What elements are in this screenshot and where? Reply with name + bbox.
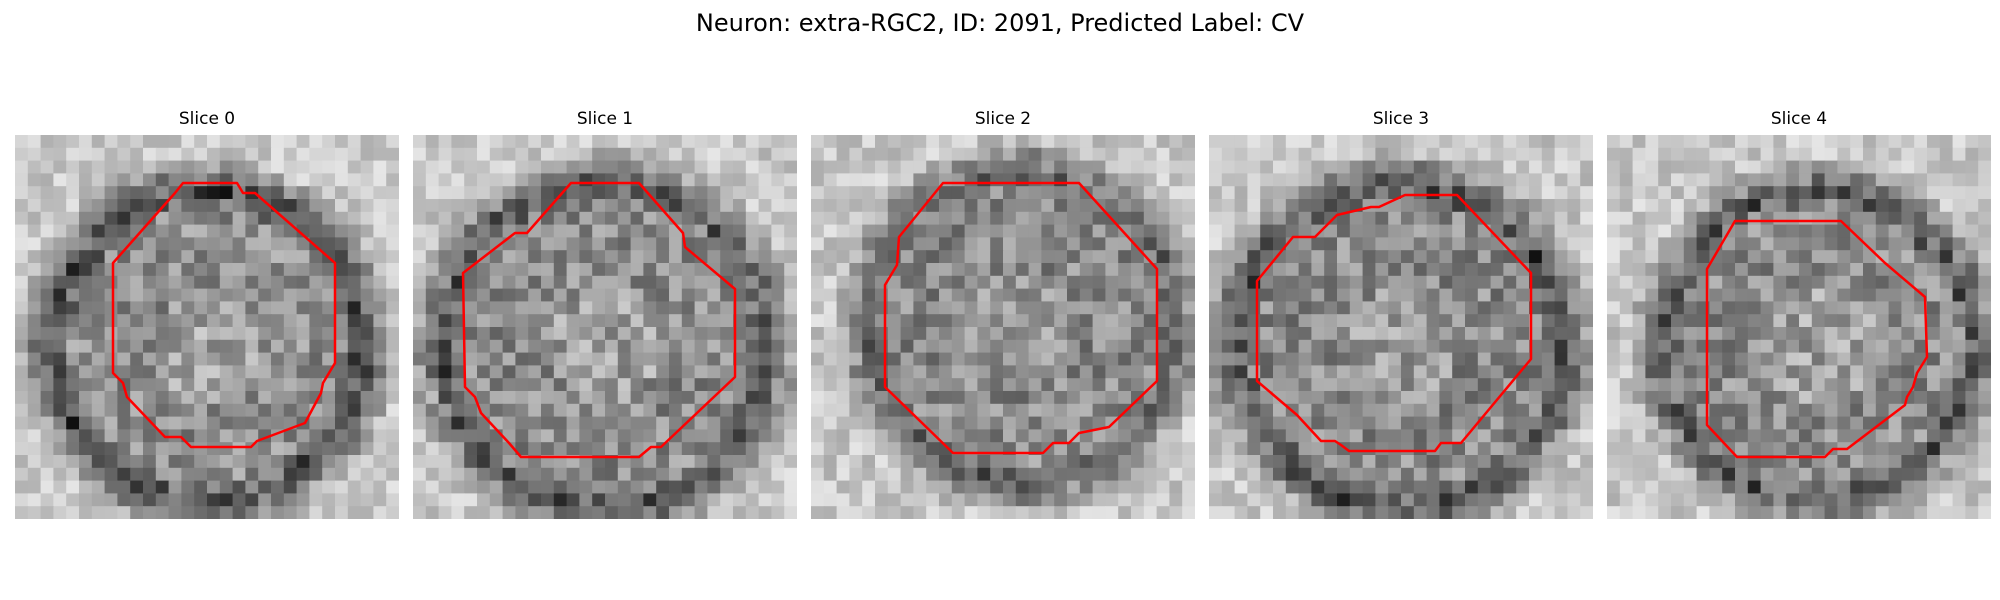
slice-image	[811, 135, 1195, 519]
slice-title: Slice 0	[15, 108, 399, 130]
slice-image	[15, 135, 399, 519]
slice-title: Slice 3	[1209, 108, 1593, 130]
slice-title: Slice 1	[413, 108, 797, 130]
slice-panel-1: Slice 1	[413, 108, 797, 518]
slice-title: Slice 4	[1607, 108, 1991, 130]
slice-image	[1209, 135, 1593, 519]
slice-panel-2: Slice 2	[811, 108, 1195, 518]
slice-panel-4: Slice 4	[1607, 108, 1991, 518]
slice-image	[1607, 135, 1991, 519]
slice-title: Slice 2	[811, 108, 1195, 130]
slice-image	[413, 135, 797, 519]
slice-panel-3: Slice 3	[1209, 108, 1593, 518]
slice-panel-0: Slice 0	[15, 108, 399, 518]
figure-title: Neuron: extra-RGC2, ID: 2091, Predicted …	[0, 6, 2000, 40]
